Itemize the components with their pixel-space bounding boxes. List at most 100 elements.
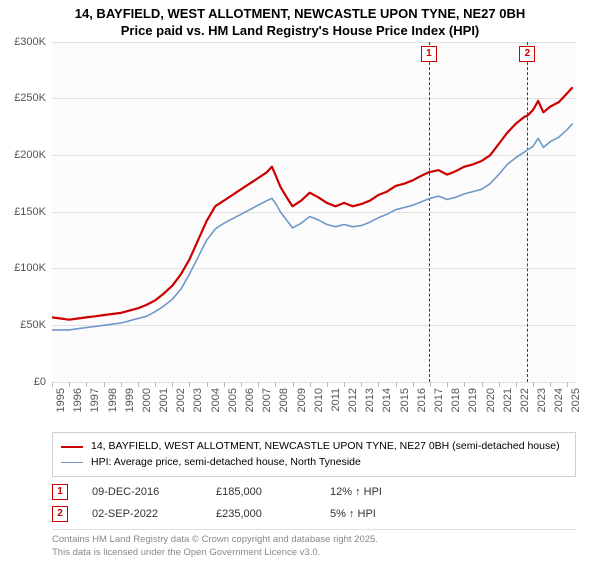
x-tick-label: 2025 [570, 388, 582, 412]
x-tick-label: 2020 [485, 388, 497, 412]
series-line-property [52, 87, 573, 319]
x-tick-label: 1997 [89, 388, 101, 412]
x-tick-label: 2013 [364, 388, 376, 412]
x-tick [310, 382, 311, 387]
x-tick [413, 382, 414, 387]
x-tick-label: 2021 [502, 388, 514, 412]
x-tick [482, 382, 483, 387]
x-tick-label: 2024 [553, 388, 565, 412]
x-tick-label: 2008 [278, 388, 290, 412]
x-tick-label: 2006 [244, 388, 256, 412]
y-tick-label: £300K [14, 36, 52, 48]
x-tick [447, 382, 448, 387]
x-tick-label: 2009 [296, 388, 308, 412]
marker-delta-1: 12% ↑ HPI [330, 486, 420, 498]
legend: 14, BAYFIELD, WEST ALLOTMENT, NEWCASTLE … [52, 432, 576, 478]
x-tick-label: 2015 [399, 388, 411, 412]
x-tick-label: 1998 [107, 388, 119, 412]
legend-label-hpi: HPI: Average price, semi-detached house,… [91, 455, 361, 471]
x-tick-label: 2023 [536, 388, 548, 412]
x-tick [172, 382, 173, 387]
x-tick [327, 382, 328, 387]
marker-badge-2: 2 [52, 506, 68, 522]
x-axis: 1995 1996 1997 1998 1999 2000 2001 2002 2003 2004… [52, 382, 576, 426]
marker-price-2: £235,000 [216, 508, 306, 520]
y-tick-label: £150K [14, 206, 52, 218]
x-tick [258, 382, 259, 387]
x-tick-label: 2007 [261, 388, 273, 412]
x-tick [241, 382, 242, 387]
x-tick [533, 382, 534, 387]
x-tick-label: 2018 [450, 388, 462, 412]
x-tick [275, 382, 276, 387]
x-tick-label: 2004 [210, 388, 222, 412]
plot-area: £0£50K£100K£150K£200K£250K£300K 12 [52, 42, 576, 382]
marker-row-1: 1 09-DEC-2016 £185,000 12% ↑ HPI [52, 481, 576, 503]
x-tick [155, 382, 156, 387]
chart-lines [52, 42, 576, 382]
x-tick-label: 2010 [313, 388, 325, 412]
x-tick-label: 2017 [433, 388, 445, 412]
x-tick [52, 382, 53, 387]
x-tick [396, 382, 397, 387]
x-tick [344, 382, 345, 387]
marker-delta-2: 5% ↑ HPI [330, 508, 420, 520]
x-tick-label: 2016 [416, 388, 428, 412]
marker-price-1: £185,000 [216, 486, 306, 498]
x-tick [293, 382, 294, 387]
x-tick-label: 2005 [227, 388, 239, 412]
x-tick-label: 2014 [381, 388, 393, 412]
title-line-1: 14, BAYFIELD, WEST ALLOTMENT, NEWCASTLE … [0, 6, 600, 23]
x-tick [138, 382, 139, 387]
x-tick [464, 382, 465, 387]
marker-row-2: 2 02-SEP-2022 £235,000 5% ↑ HPI [52, 503, 576, 525]
x-tick-label: 2001 [158, 388, 170, 412]
x-tick [121, 382, 122, 387]
x-tick [430, 382, 431, 387]
marker-badge-1: 1 [52, 484, 68, 500]
legend-row-property: 14, BAYFIELD, WEST ALLOTMENT, NEWCASTLE … [61, 439, 567, 455]
legend-swatch-hpi [61, 462, 83, 464]
x-tick-label: 1996 [72, 388, 84, 412]
x-tick-label: 1999 [124, 388, 136, 412]
y-tick-label: £200K [14, 149, 52, 161]
x-tick-label: 2019 [467, 388, 479, 412]
x-tick-label: 2012 [347, 388, 359, 412]
y-tick-label: £50K [20, 319, 52, 331]
attribution: Contains HM Land Registry data © Crown c… [52, 529, 576, 559]
legend-row-hpi: HPI: Average price, semi-detached house,… [61, 455, 567, 471]
x-tick-label: 2002 [175, 388, 187, 412]
x-tick [516, 382, 517, 387]
legend-label-property: 14, BAYFIELD, WEST ALLOTMENT, NEWCASTLE … [91, 439, 560, 455]
x-tick [207, 382, 208, 387]
x-tick-label: 2022 [519, 388, 531, 412]
x-tick [378, 382, 379, 387]
legend-swatch-property [61, 446, 83, 448]
marker-date-2: 02-SEP-2022 [92, 508, 192, 520]
marker-table: 1 09-DEC-2016 £185,000 12% ↑ HPI 2 02-SE… [52, 481, 576, 525]
x-tick [189, 382, 190, 387]
y-tick-label: £250K [14, 92, 52, 104]
chart-container: 14, BAYFIELD, WEST ALLOTMENT, NEWCASTLE … [0, 0, 600, 559]
x-tick-label: 2003 [192, 388, 204, 412]
x-tick-label: 2000 [141, 388, 153, 412]
marker-badge-2: 2 [519, 46, 535, 62]
x-tick-label: 1995 [55, 388, 67, 412]
x-tick [550, 382, 551, 387]
marker-date-1: 09-DEC-2016 [92, 486, 192, 498]
x-tick [361, 382, 362, 387]
marker-badge-1: 1 [421, 46, 437, 62]
chart-title: 14, BAYFIELD, WEST ALLOTMENT, NEWCASTLE … [0, 0, 600, 42]
title-line-2: Price paid vs. HM Land Registry's House … [0, 23, 600, 40]
x-tick [224, 382, 225, 387]
x-tick-label: 2011 [330, 388, 342, 412]
x-tick [86, 382, 87, 387]
attribution-line-1: Contains HM Land Registry data © Crown c… [52, 534, 576, 546]
series-line-hpi [52, 123, 573, 329]
x-tick [567, 382, 568, 387]
x-tick [104, 382, 105, 387]
x-tick [69, 382, 70, 387]
x-tick [499, 382, 500, 387]
y-tick-label: £100K [14, 262, 52, 274]
attribution-line-2: This data is licensed under the Open Gov… [52, 547, 576, 559]
